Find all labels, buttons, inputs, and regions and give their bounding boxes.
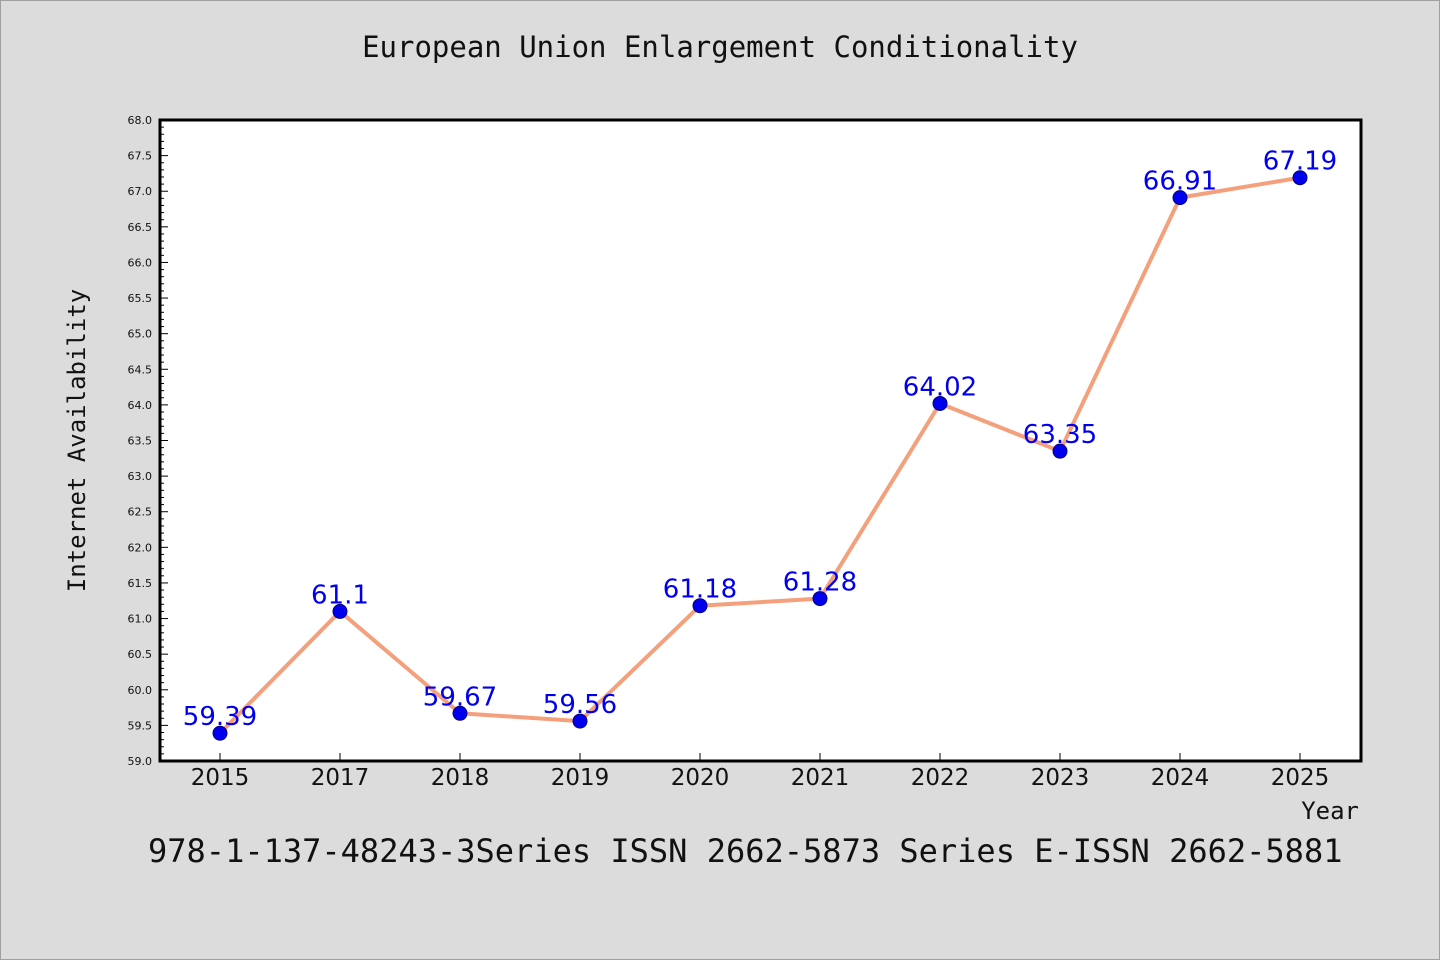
data-point <box>812 591 828 607</box>
data-point <box>452 705 468 721</box>
data-label: 66.91 <box>1143 167 1217 197</box>
data-point <box>1172 190 1188 206</box>
y-tick-label: 61.5 <box>128 577 153 590</box>
data-label: 67.19 <box>1263 147 1337 177</box>
x-tick-label: 2023 <box>1031 765 1090 791</box>
x-tick-label: 2017 <box>311 765 370 791</box>
y-tick-label: 63.0 <box>128 470 153 483</box>
y-tick-label: 61.0 <box>128 613 153 626</box>
y-tick-label: 67.5 <box>128 150 153 163</box>
x-tick-label: 2015 <box>191 765 250 791</box>
y-tick-label: 65.5 <box>128 292 153 305</box>
y-tick-label: 62.0 <box>128 541 153 554</box>
y-tick-label: 63.5 <box>128 435 153 448</box>
data-point <box>1052 443 1068 459</box>
data-point <box>692 598 708 614</box>
data-label: 61.28 <box>783 568 857 598</box>
x-tick-label: 2019 <box>551 765 610 791</box>
x-tick-label: 2025 <box>1271 765 1330 791</box>
data-point <box>332 603 348 619</box>
x-tick-label: 2020 <box>671 765 730 791</box>
y-tick-label: 62.5 <box>128 506 153 519</box>
x-tick-label: 2024 <box>1151 765 1210 791</box>
data-label: 61.1 <box>311 580 369 610</box>
data-point <box>932 395 948 411</box>
x-tick-label: 2022 <box>911 765 970 791</box>
data-point <box>572 713 588 729</box>
x-axis: 2015 2017 2018 2019 2020 2021 2022 2023 2024 2025 <box>191 753 1330 791</box>
data-label: 64.02 <box>903 372 977 402</box>
chart-title: European Union Enlargement Conditionalit… <box>362 30 1078 64</box>
footer-note: 978-1-137-48243-3Series ISSN 2662-5873 S… <box>148 832 1343 870</box>
data-label: 59.67 <box>423 682 497 712</box>
data-label: 59.39 <box>183 702 257 732</box>
y-tick-label: 66.5 <box>128 221 153 234</box>
y-axis: 59.0 59.5 60.0 60.5 61.0 61.5 62.0 62.5 63.0 63.5… <box>128 114 168 768</box>
data-point <box>1292 170 1308 186</box>
y-tick-label: 68.0 <box>128 114 153 127</box>
plot-border <box>158 118 1363 763</box>
data-point <box>212 725 228 741</box>
x-tick-label: 2021 <box>791 765 850 791</box>
y-tick-label: 60.5 <box>128 648 153 661</box>
data-label: 63.35 <box>1023 420 1097 450</box>
y-tick-label: 60.0 <box>128 684 153 697</box>
data-markers <box>212 170 1308 741</box>
y-tick-label: 64.5 <box>128 363 153 376</box>
y-tick-label: 59.5 <box>128 719 153 732</box>
y-tick-label: 67.0 <box>128 185 153 198</box>
data-label: 59.56 <box>543 690 617 720</box>
series-line <box>218 175 1301 735</box>
x-tick-label: 2018 <box>431 765 490 791</box>
data-labels: 59.39 61.1 59.67 59.56 61.18 61.28 64.02 63.35 6… <box>183 147 1337 733</box>
y-tick-label: 59.0 <box>128 755 153 768</box>
y-tick-label: 66.0 <box>128 256 153 269</box>
y-axis-title: Internet Availability <box>63 289 91 592</box>
y-tick-label: 65.0 <box>128 328 153 341</box>
x-axis-title: Year <box>1301 797 1359 825</box>
data-label: 61.18 <box>663 575 737 605</box>
plot-area <box>160 120 1361 761</box>
y-tick-label: 64.0 <box>128 399 153 412</box>
